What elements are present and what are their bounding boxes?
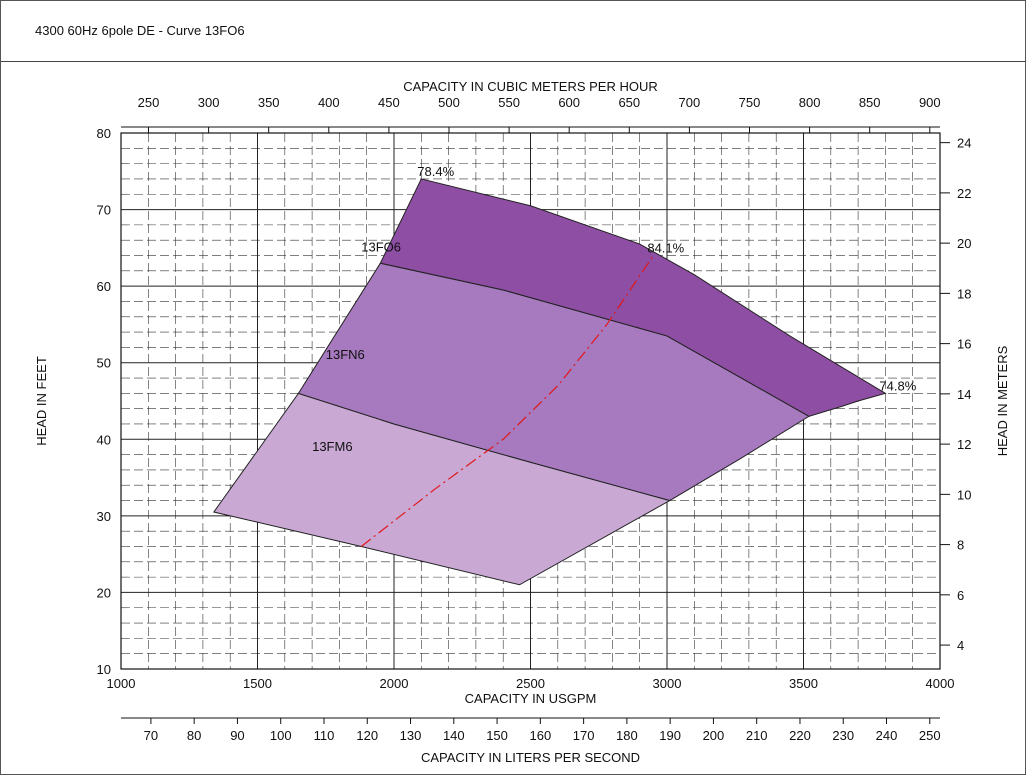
right-tick-label: 14	[957, 387, 971, 402]
lps-tick-label: 180	[616, 728, 638, 743]
bep-line	[360, 255, 654, 547]
y-tick-label: 40	[97, 432, 111, 447]
right-tick-label: 20	[957, 236, 971, 251]
x-tick-label: 1500	[243, 676, 272, 691]
x-tick-label: 3000	[653, 676, 682, 691]
top-tick-label: 900	[919, 95, 941, 110]
lps-tick-label: 80	[187, 728, 201, 743]
lps-tick-label: 220	[789, 728, 811, 743]
lps-tick-label: 210	[746, 728, 768, 743]
y-tick-label: 80	[97, 126, 111, 141]
right-tick-label: 8	[957, 538, 964, 553]
top-tick-label: 350	[258, 95, 280, 110]
right-axis-label: HEAD IN METERS	[995, 345, 1010, 456]
lps-tick-label: 240	[876, 728, 898, 743]
efficiency-label: 74.8%	[879, 378, 916, 393]
region-label-13fn6: 13FN6	[326, 347, 365, 362]
y-tick-label: 60	[97, 279, 111, 294]
chart-title: 4300 60Hz 6pole DE - Curve 13FO6	[35, 23, 245, 38]
x-axis-label: CAPACITY IN USGPM	[465, 691, 597, 706]
lps-tick-label: 170	[573, 728, 595, 743]
top-tick-label: 850	[859, 95, 881, 110]
efficiency-label: 84.1%	[647, 241, 684, 256]
top-tick-label: 650	[618, 95, 640, 110]
y-tick-label: 10	[97, 662, 111, 677]
region-label-13fo6: 13FO6	[361, 240, 401, 255]
lps-tick-label: 190	[659, 728, 681, 743]
right-tick-label: 24	[957, 136, 971, 151]
y-tick-label: 20	[97, 585, 111, 600]
top-tick-label: 750	[739, 95, 761, 110]
top-tick-label: 550	[498, 95, 520, 110]
lps-axis-label: CAPACITY IN LITERS PER SECOND	[421, 750, 640, 765]
lps-tick-label: 150	[486, 728, 508, 743]
x-tick-label: 1000	[107, 676, 136, 691]
lps-tick-label: 90	[230, 728, 244, 743]
region-13fo6	[379, 178, 887, 417]
top-tick-label: 250	[138, 95, 160, 110]
top-tick-label: 400	[318, 95, 340, 110]
right-tick-label: 4	[957, 638, 964, 653]
top-tick-label: 600	[558, 95, 580, 110]
lps-tick-label: 250	[919, 728, 941, 743]
right-tick-label: 10	[957, 487, 971, 502]
right-tick-label: 6	[957, 588, 964, 603]
top-tick-label: 500	[438, 95, 460, 110]
lps-tick-label: 70	[144, 728, 158, 743]
top-tick-label: 300	[198, 95, 220, 110]
y-tick-label: 30	[97, 509, 111, 524]
header-bar: 4300 60Hz 6pole DE - Curve 13FO6	[1, 1, 1025, 62]
top-tick-label: 800	[799, 95, 821, 110]
y-axis-label: HEAD IN FEET	[34, 356, 49, 446]
top-tick-label: 700	[679, 95, 701, 110]
right-tick-label: 12	[957, 437, 971, 452]
top-axis-label: CAPACITY IN CUBIC METERS PER HOUR	[403, 79, 658, 94]
x-tick-label: 2500	[516, 676, 545, 691]
region-label-13fm6: 13FM6	[312, 439, 352, 454]
lps-tick-label: 100	[270, 728, 292, 743]
efficiency-label: 78.4%	[417, 164, 454, 179]
lps-tick-label: 110	[314, 728, 335, 743]
lps-tick-label: 140	[443, 728, 465, 743]
right-tick-label: 22	[957, 186, 971, 201]
lps-tick-label: 130	[400, 728, 422, 743]
y-tick-label: 70	[97, 203, 111, 218]
lps-tick-label: 160	[529, 728, 551, 743]
lps-tick-label: 120	[356, 728, 378, 743]
x-tick-label: 2000	[380, 676, 409, 691]
right-tick-label: 18	[957, 286, 971, 301]
plot-border	[120, 132, 941, 670]
x-tick-label: 3500	[789, 676, 818, 691]
lps-tick-label: 230	[832, 728, 854, 743]
y-tick-label: 50	[97, 356, 111, 371]
x-tick-label: 4000	[926, 676, 955, 691]
top-tick-label: 450	[378, 95, 400, 110]
lps-tick-label: 200	[703, 728, 725, 743]
right-tick-label: 16	[957, 337, 971, 352]
